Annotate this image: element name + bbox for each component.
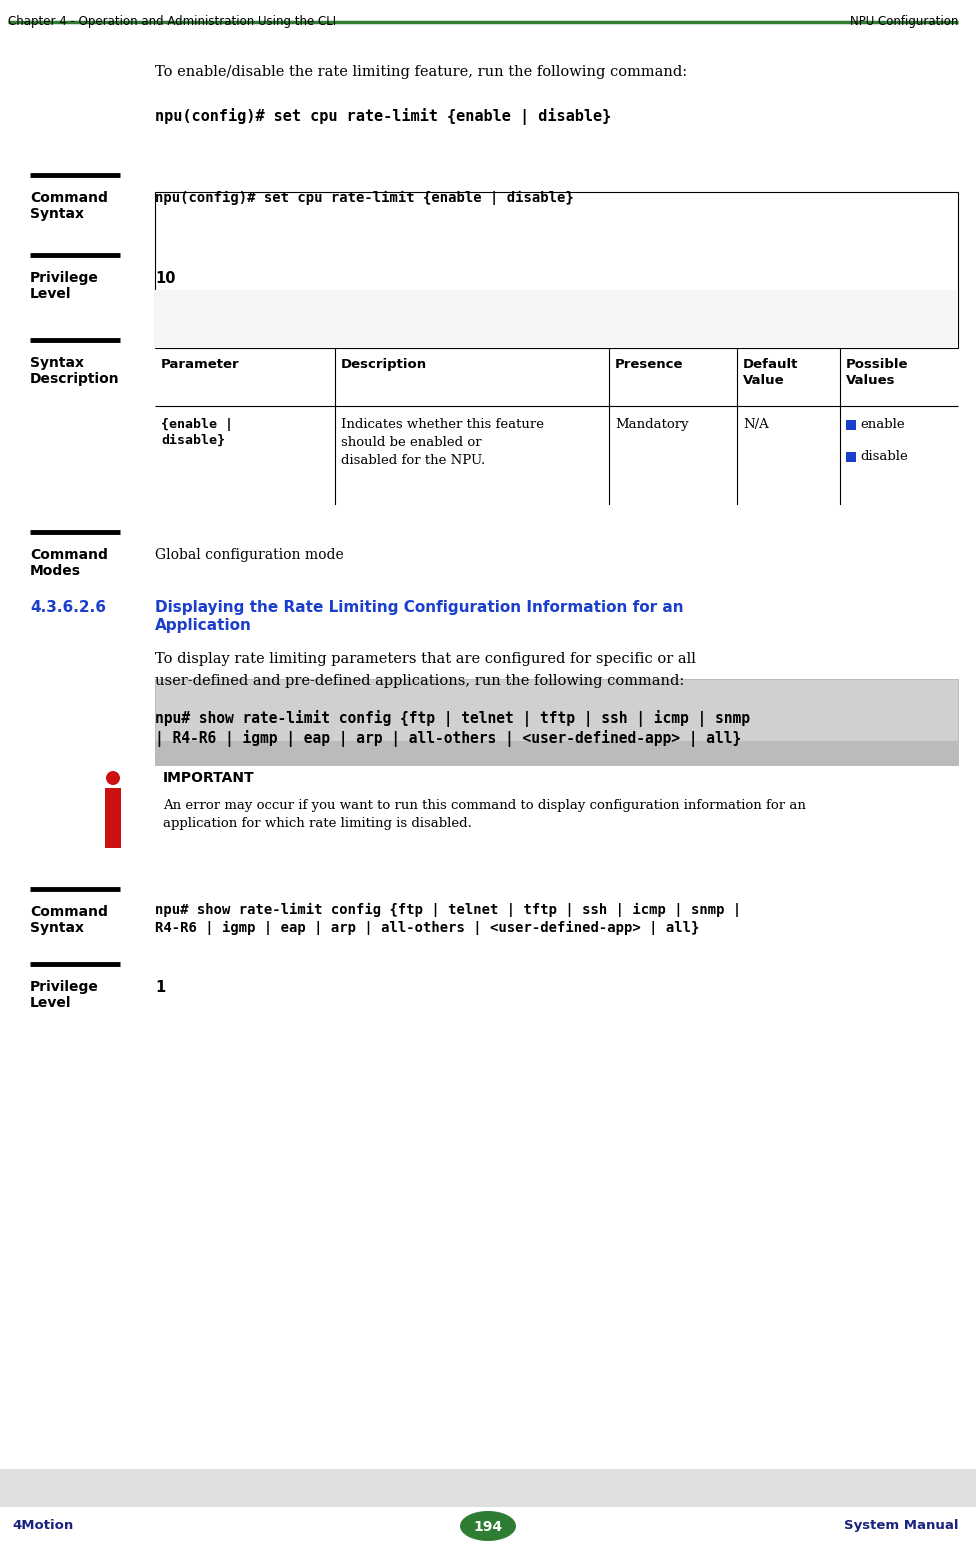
Text: npu# show rate-limit config {ftp | telnet | tftp | ssh | icmp | snmp: npu# show rate-limit config {ftp | telne… bbox=[155, 711, 750, 728]
Text: R4-R6 | igmp | eap | arp | all-others | <user-defined-app> | all}: R4-R6 | igmp | eap | arp | all-others | … bbox=[155, 921, 700, 935]
Text: Level: Level bbox=[30, 997, 71, 1010]
Text: npu(config)# set cpu rate-limit {enable | disable}: npu(config)# set cpu rate-limit {enable … bbox=[155, 108, 611, 125]
Text: disable: disable bbox=[860, 450, 908, 464]
Text: Indicates whether this feature: Indicates whether this feature bbox=[341, 419, 544, 431]
Text: Presence: Presence bbox=[615, 358, 683, 371]
Text: Privilege: Privilege bbox=[30, 980, 99, 993]
Text: Description: Description bbox=[30, 372, 120, 386]
Text: user-defined and pre-defined applications, run the following command:: user-defined and pre-defined application… bbox=[155, 674, 684, 688]
Text: Command: Command bbox=[30, 548, 108, 562]
Text: Level: Level bbox=[30, 287, 71, 301]
Text: | R4-R6 | igmp | eap | arp | all-others | <user-defined-app> | all}: | R4-R6 | igmp | eap | arp | all-others … bbox=[155, 729, 741, 746]
Text: Default: Default bbox=[743, 358, 798, 371]
Text: enable: enable bbox=[860, 419, 905, 431]
Text: 194: 194 bbox=[473, 1520, 503, 1534]
Text: Syntax: Syntax bbox=[30, 921, 84, 935]
Text: Modes: Modes bbox=[30, 564, 81, 578]
Text: 4.3.6.2.6: 4.3.6.2.6 bbox=[30, 599, 106, 615]
Text: disable}: disable} bbox=[161, 434, 225, 447]
Text: 4Motion: 4Motion bbox=[12, 1519, 73, 1533]
Text: Privilege: Privilege bbox=[30, 270, 99, 284]
Text: Syntax: Syntax bbox=[30, 355, 84, 369]
Bar bbox=[155, 192, 958, 348]
Bar bbox=[155, 742, 958, 765]
Bar bbox=[846, 453, 856, 462]
Text: npu(config)# set cpu rate-limit {enable | disable}: npu(config)# set cpu rate-limit {enable … bbox=[155, 192, 574, 205]
Text: Mandatory: Mandatory bbox=[615, 419, 689, 431]
Ellipse shape bbox=[106, 771, 120, 785]
Text: Application: Application bbox=[155, 618, 252, 633]
Text: Syntax: Syntax bbox=[30, 207, 84, 221]
Text: Description: Description bbox=[341, 358, 427, 371]
Text: Chapter 4 - Operation and Administration Using the CLI: Chapter 4 - Operation and Administration… bbox=[8, 15, 336, 28]
Bar bbox=[0, 1469, 976, 1506]
Text: Possible: Possible bbox=[846, 358, 909, 371]
Text: application for which rate limiting is disabled.: application for which rate limiting is d… bbox=[163, 817, 471, 830]
Text: IMPORTANT: IMPORTANT bbox=[163, 771, 255, 785]
Text: Values: Values bbox=[846, 374, 896, 386]
Text: npu# show rate-limit config {ftp | telnet | tftp | ssh | icmp | snmp |: npu# show rate-limit config {ftp | telne… bbox=[155, 902, 741, 918]
Text: To enable/disable the rate limiting feature, run the following command:: To enable/disable the rate limiting feat… bbox=[155, 65, 687, 79]
Text: Value: Value bbox=[743, 374, 785, 386]
Bar bbox=[155, 678, 958, 765]
Text: 10: 10 bbox=[155, 270, 176, 286]
Text: To display rate limiting parameters that are configured for specific or all: To display rate limiting parameters that… bbox=[155, 652, 696, 666]
Bar bbox=[846, 420, 856, 430]
Text: Displaying the Rate Limiting Configuration Information for an: Displaying the Rate Limiting Configurati… bbox=[155, 599, 683, 615]
Text: Command: Command bbox=[30, 905, 108, 919]
Text: disabled for the NPU.: disabled for the NPU. bbox=[341, 454, 485, 467]
Text: {enable |: {enable | bbox=[161, 419, 233, 431]
Text: NPU Configuration: NPU Configuration bbox=[850, 15, 958, 28]
Text: should be enabled or: should be enabled or bbox=[341, 436, 481, 450]
Text: N/A: N/A bbox=[743, 419, 769, 431]
Text: System Manual: System Manual bbox=[843, 1519, 958, 1533]
Bar bbox=[155, 290, 958, 348]
Bar bbox=[105, 788, 121, 848]
Text: Global configuration mode: Global configuration mode bbox=[155, 548, 344, 562]
Ellipse shape bbox=[460, 1511, 516, 1540]
Text: An error may occur if you want to run this command to display configuration info: An error may occur if you want to run th… bbox=[163, 799, 806, 813]
Text: Command: Command bbox=[30, 192, 108, 205]
Text: 1: 1 bbox=[155, 980, 165, 995]
Text: Parameter: Parameter bbox=[161, 358, 240, 371]
